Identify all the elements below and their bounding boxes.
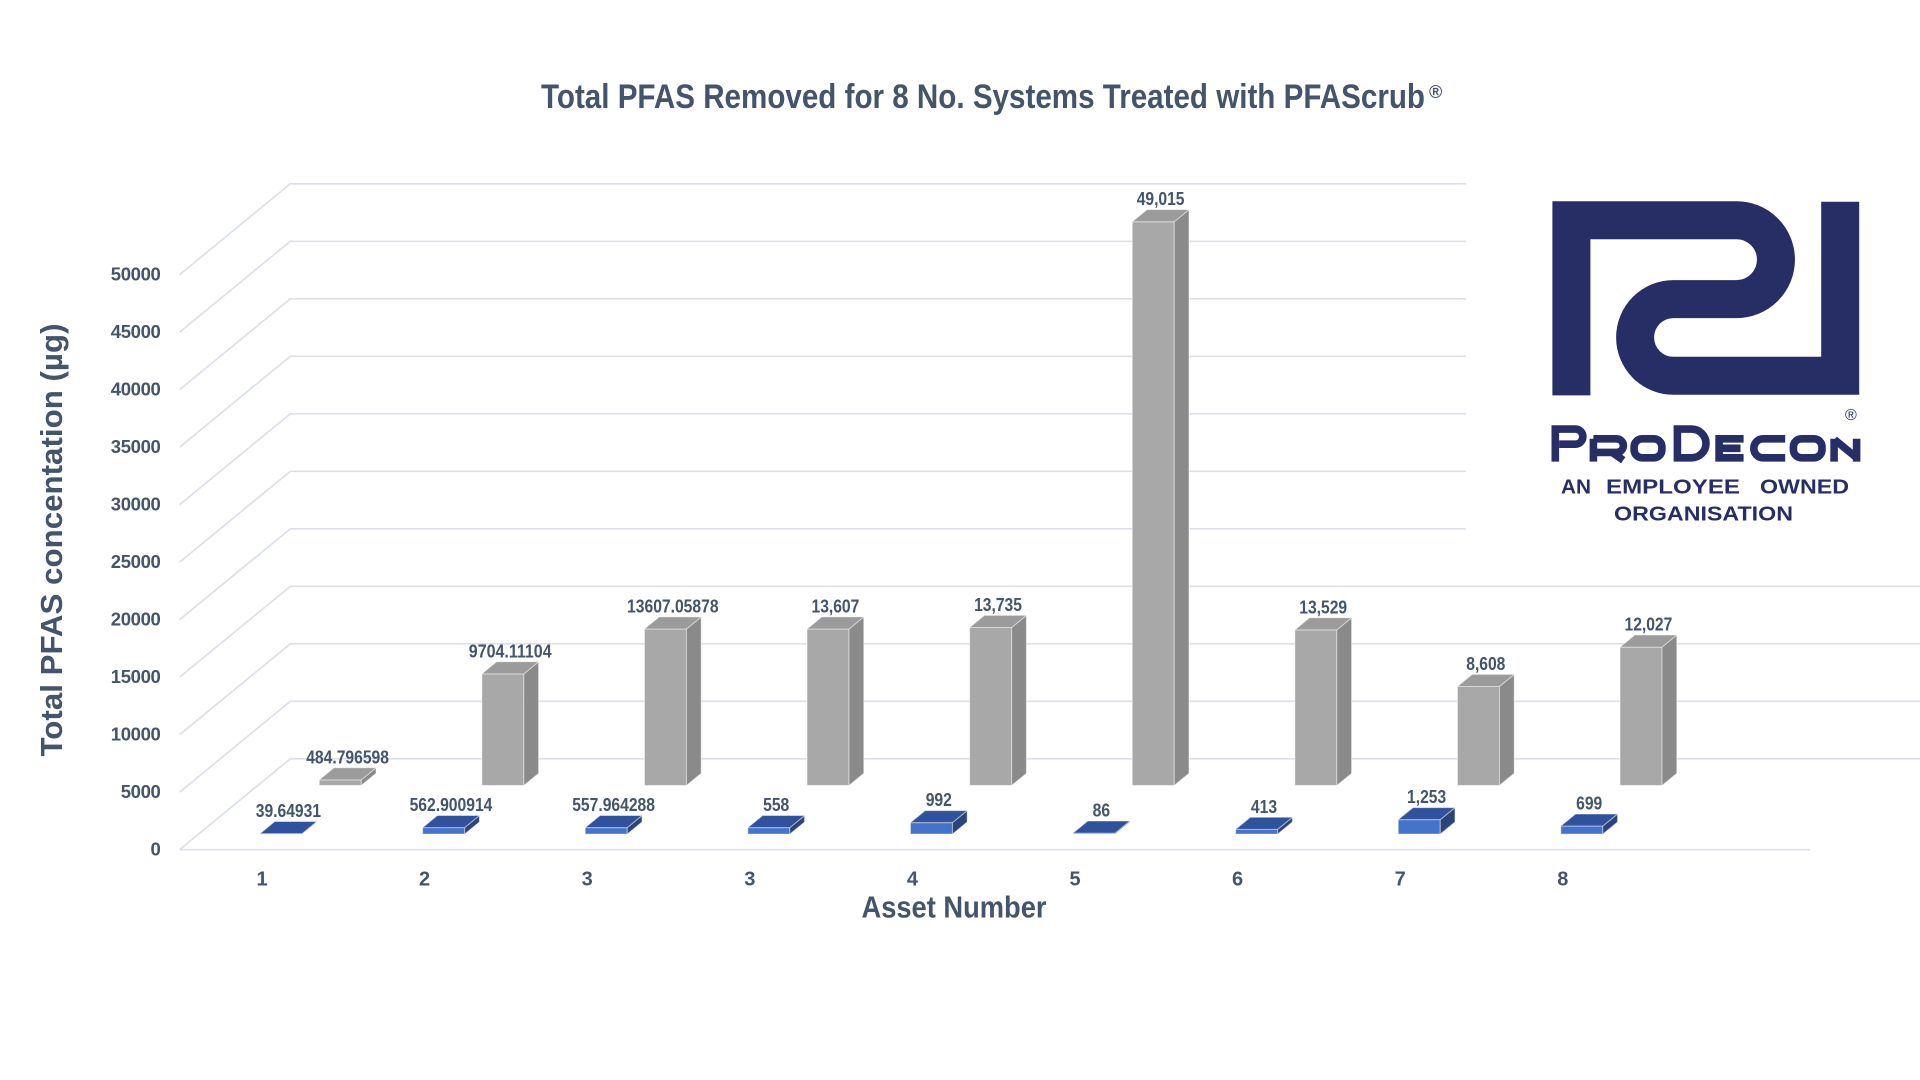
- svg-text:15000: 15000: [111, 666, 161, 687]
- svg-text:13,607: 13,607: [812, 595, 860, 616]
- svg-text:484.796598: 484.796598: [306, 746, 389, 767]
- svg-text:40000: 40000: [111, 379, 161, 400]
- svg-text:699: 699: [1576, 793, 1602, 814]
- svg-text:7: 7: [1395, 869, 1406, 891]
- svg-text:1: 1: [256, 869, 267, 891]
- svg-text:35000: 35000: [111, 436, 161, 457]
- svg-text:ORGANISATION: ORGANISATION: [1614, 503, 1793, 526]
- svg-text:13607.05878: 13607.05878: [627, 595, 719, 616]
- svg-text:®: ®: [1845, 407, 1857, 424]
- svg-text:20000: 20000: [111, 609, 161, 630]
- svg-text:50000: 50000: [111, 264, 161, 285]
- svg-text:Total PFAS concentation (µg): Total PFAS concentation (µg): [34, 324, 69, 757]
- svg-text:5: 5: [1069, 869, 1080, 891]
- svg-text:86: 86: [1093, 800, 1111, 821]
- svg-text:25000: 25000: [111, 551, 161, 572]
- svg-text:13,529: 13,529: [1299, 596, 1347, 617]
- svg-text:8: 8: [1557, 869, 1568, 891]
- svg-text:Asset Number: Asset Number: [862, 890, 1047, 925]
- svg-text:5000: 5000: [121, 781, 161, 802]
- svg-text:30000: 30000: [111, 494, 161, 515]
- svg-text:413: 413: [1251, 796, 1277, 817]
- svg-text:992: 992: [926, 789, 952, 810]
- svg-text:13,735: 13,735: [974, 594, 1022, 615]
- svg-text:12,027: 12,027: [1625, 614, 1673, 635]
- svg-text:3: 3: [582, 869, 593, 891]
- svg-text:8,608: 8,608: [1466, 653, 1505, 674]
- svg-text:49,015: 49,015: [1137, 188, 1185, 209]
- svg-text:AN: AN: [1561, 476, 1591, 499]
- svg-text:3: 3: [744, 869, 755, 891]
- svg-text:0: 0: [151, 839, 161, 860]
- svg-text:1,253: 1,253: [1407, 786, 1446, 807]
- svg-text:EMPLOYEE: EMPLOYEE: [1606, 476, 1740, 499]
- svg-text:9704.11104: 9704.11104: [469, 640, 552, 661]
- svg-text:2: 2: [419, 869, 430, 891]
- svg-text:Total PFAS Removed for 8 No. S: Total PFAS Removed for 8 No. Systems Tre…: [541, 78, 1425, 116]
- svg-text:558: 558: [763, 794, 789, 815]
- svg-text:562.900914: 562.900914: [410, 794, 493, 815]
- svg-text:10000: 10000: [111, 724, 161, 745]
- svg-text:4: 4: [907, 869, 919, 891]
- svg-text:6: 6: [1232, 869, 1243, 891]
- svg-text:®: ®: [1429, 82, 1442, 102]
- svg-text:45000: 45000: [111, 321, 161, 342]
- svg-text:557.964288: 557.964288: [572, 794, 655, 815]
- svg-text:OWNED: OWNED: [1760, 476, 1849, 499]
- svg-text:39.64931: 39.64931: [256, 800, 321, 821]
